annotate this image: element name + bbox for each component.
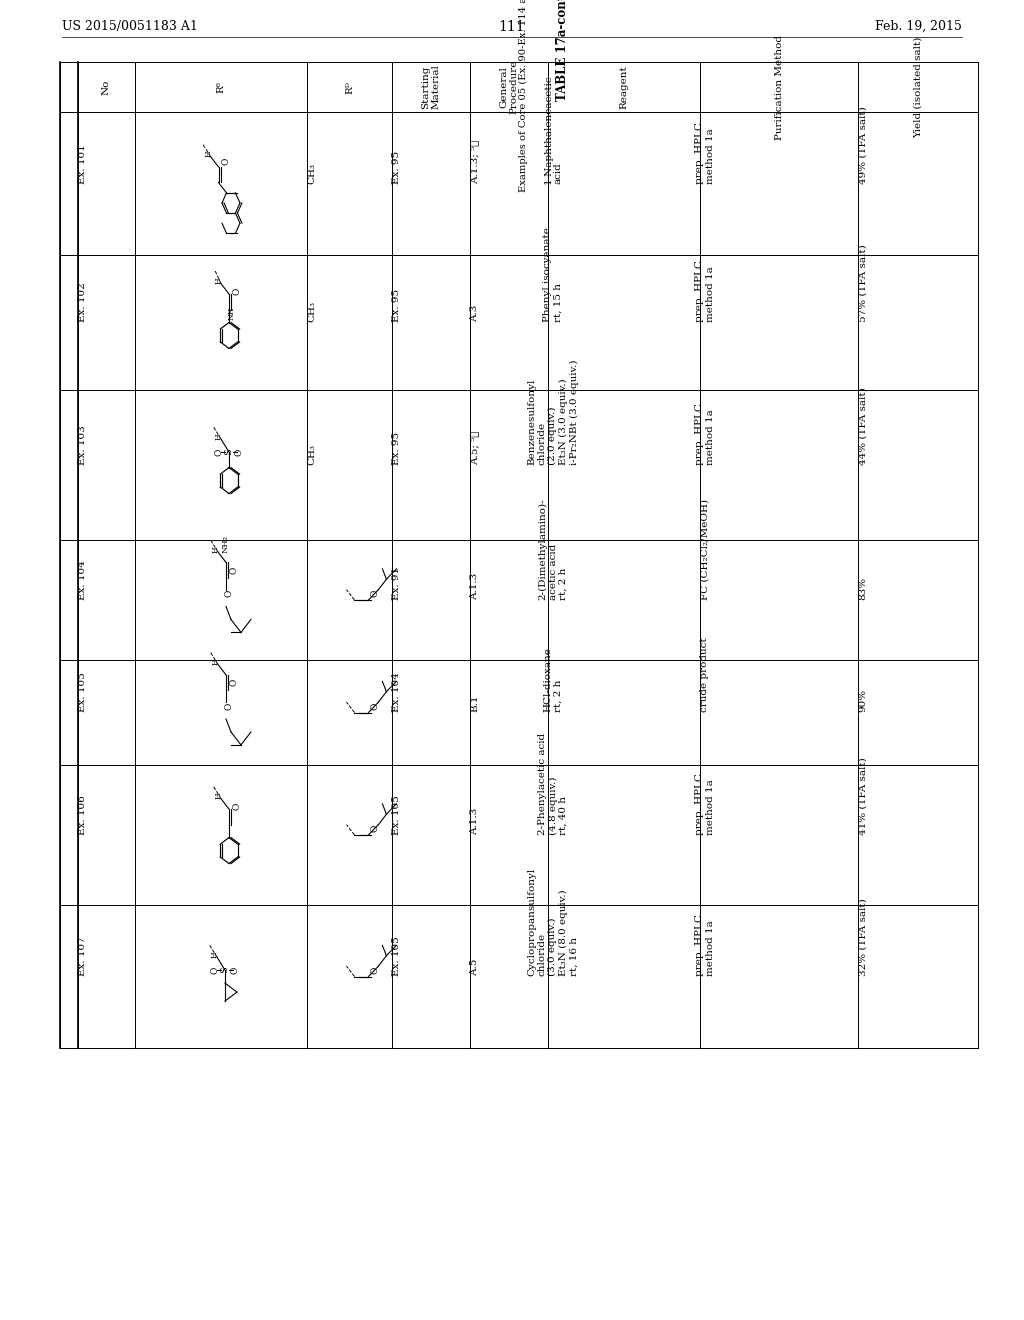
Text: NH: NH bbox=[228, 308, 236, 321]
Text: CH₃: CH₃ bbox=[307, 301, 316, 322]
Text: O: O bbox=[371, 702, 380, 710]
Text: O: O bbox=[371, 590, 380, 597]
Text: O: O bbox=[211, 966, 219, 974]
Text: CH₃: CH₃ bbox=[307, 162, 316, 183]
Text: H: H bbox=[215, 433, 223, 440]
Text: Examples of Core 05 (Ex. 90-Ex. 114 and Ex. 341-Ex. 358;): Examples of Core 05 (Ex. 90-Ex. 114 and … bbox=[519, 0, 528, 191]
Text: Starting
Material: Starting Material bbox=[421, 65, 440, 110]
Text: 49% (TFA salt): 49% (TFA salt) bbox=[858, 106, 867, 183]
Text: A.1.3; ⁵⦴: A.1.3; ⁵⦴ bbox=[470, 139, 479, 183]
Text: O: O bbox=[229, 678, 239, 686]
Text: Ex. 107: Ex. 107 bbox=[79, 937, 87, 977]
Text: prep. HPLC
method 1a: prep. HPLC method 1a bbox=[695, 915, 715, 977]
Text: Feb. 19, 2015: Feb. 19, 2015 bbox=[876, 20, 962, 33]
Text: H: H bbox=[212, 659, 220, 665]
Text: FC (CH₂Cl₂/MeOH): FC (CH₂Cl₂/MeOH) bbox=[700, 499, 710, 601]
Text: prep. HPLC
method 1a: prep. HPLC method 1a bbox=[695, 774, 715, 836]
Text: O: O bbox=[224, 702, 233, 710]
Text: 1-Naphthaleneacetic
acid: 1-Naphthaleneacetic acid bbox=[544, 74, 563, 183]
Text: O: O bbox=[371, 825, 380, 832]
Text: H: H bbox=[215, 277, 223, 284]
Text: O: O bbox=[234, 449, 244, 455]
Text: crude product: crude product bbox=[700, 638, 710, 713]
Text: S: S bbox=[220, 966, 229, 973]
Text: H: H bbox=[215, 793, 223, 800]
Text: Cyclopropansulfonyl
chloride
(3.0 equiv.)
Et₃N (8.0 equiv.)
rt, 16 h: Cyclopropansulfonyl chloride (3.0 equiv.… bbox=[527, 869, 579, 977]
Text: Purification Method: Purification Method bbox=[774, 34, 783, 140]
Text: Rᴰ: Rᴰ bbox=[345, 81, 354, 94]
Text: R⁸: R⁸ bbox=[216, 81, 225, 92]
Text: prep. HPLC
method 1a: prep. HPLC method 1a bbox=[695, 260, 715, 322]
Text: NH₂: NH₂ bbox=[222, 535, 230, 553]
Text: General
Procedure: General Procedure bbox=[500, 59, 519, 115]
Text: No: No bbox=[102, 79, 111, 95]
Text: Ex. 104: Ex. 104 bbox=[392, 673, 401, 713]
Text: A.1.3: A.1.3 bbox=[470, 573, 479, 601]
Text: H: H bbox=[212, 546, 220, 553]
Text: O: O bbox=[232, 288, 242, 296]
Text: 57% (TFA salt): 57% (TFA salt) bbox=[858, 244, 867, 322]
Text: Ex. 106: Ex. 106 bbox=[79, 795, 87, 836]
Text: A.5; ⁵⦴: A.5; ⁵⦴ bbox=[470, 430, 479, 465]
Text: Ex. 105: Ex. 105 bbox=[392, 937, 401, 977]
Text: Yield (isolated salt): Yield (isolated salt) bbox=[913, 37, 923, 137]
Text: Ex. 104: Ex. 104 bbox=[79, 560, 87, 601]
Text: prep. HPLC
method 1a: prep. HPLC method 1a bbox=[695, 121, 715, 183]
Text: A.3: A.3 bbox=[470, 305, 479, 322]
Text: O: O bbox=[224, 590, 233, 597]
Text: TABLE 17a-continued: TABLE 17a-continued bbox=[556, 0, 569, 102]
Text: Ex. 103: Ex. 103 bbox=[79, 425, 87, 465]
Text: CH₃: CH₃ bbox=[307, 444, 316, 465]
Text: B.1: B.1 bbox=[470, 696, 479, 713]
Text: 111: 111 bbox=[499, 20, 525, 34]
Text: O: O bbox=[230, 966, 240, 974]
Text: 32% (TFA salt): 32% (TFA salt) bbox=[858, 899, 867, 977]
Text: O: O bbox=[222, 158, 231, 165]
Text: Ex. 105: Ex. 105 bbox=[79, 673, 87, 713]
Text: Ex. 105: Ex. 105 bbox=[392, 795, 401, 836]
Text: Phenyl isocyanate
rt, 15 h: Phenyl isocyanate rt, 15 h bbox=[544, 227, 563, 322]
Text: Benzenesulfonyl
chloride
(2.0 equiv.)
Et₃N (3.0 equiv.)
i-Pr₂NBt (3.0 equiv.): Benzenesulfonyl chloride (2.0 equiv.) Et… bbox=[527, 359, 579, 465]
Text: S: S bbox=[224, 449, 233, 455]
Text: 2-Phenylacetic acid
(4.8 equiv.)
rt, 40 h: 2-Phenylacetic acid (4.8 equiv.) rt, 40 … bbox=[538, 733, 568, 836]
Text: H: H bbox=[211, 952, 219, 958]
Text: Ex. 101: Ex. 101 bbox=[79, 144, 87, 183]
Text: Reagent: Reagent bbox=[620, 65, 629, 108]
Text: Ex. 102: Ex. 102 bbox=[79, 282, 87, 322]
Text: O: O bbox=[229, 566, 239, 574]
Text: Ex. 95: Ex. 95 bbox=[392, 432, 401, 465]
Text: 41% (TFA salt): 41% (TFA salt) bbox=[858, 758, 867, 836]
Text: A.5: A.5 bbox=[470, 960, 479, 977]
Text: US 2015/0051183 A1: US 2015/0051183 A1 bbox=[62, 20, 198, 33]
Text: A.1.3: A.1.3 bbox=[470, 808, 479, 836]
Text: H: H bbox=[205, 150, 213, 157]
Text: 44% (TFA salt): 44% (TFA salt) bbox=[858, 387, 867, 465]
Text: Ex. 95: Ex. 95 bbox=[392, 150, 401, 183]
Text: Ex. 95: Ex. 95 bbox=[392, 289, 401, 322]
Text: 2-(Dimethylamino)-
acetic acid
rt, 2 h: 2-(Dimethylamino)- acetic acid rt, 2 h bbox=[538, 499, 568, 601]
Text: HCl-dioxane
rt, 2 h: HCl-dioxane rt, 2 h bbox=[544, 648, 563, 713]
Text: Ex. 91: Ex. 91 bbox=[392, 566, 401, 601]
Text: 83%: 83% bbox=[858, 577, 867, 601]
Text: O: O bbox=[371, 966, 380, 974]
Text: 90%: 90% bbox=[858, 689, 867, 713]
Text: O: O bbox=[214, 449, 223, 455]
Text: O: O bbox=[232, 803, 242, 810]
Text: prep. HPLC
method 1a: prep. HPLC method 1a bbox=[695, 403, 715, 465]
